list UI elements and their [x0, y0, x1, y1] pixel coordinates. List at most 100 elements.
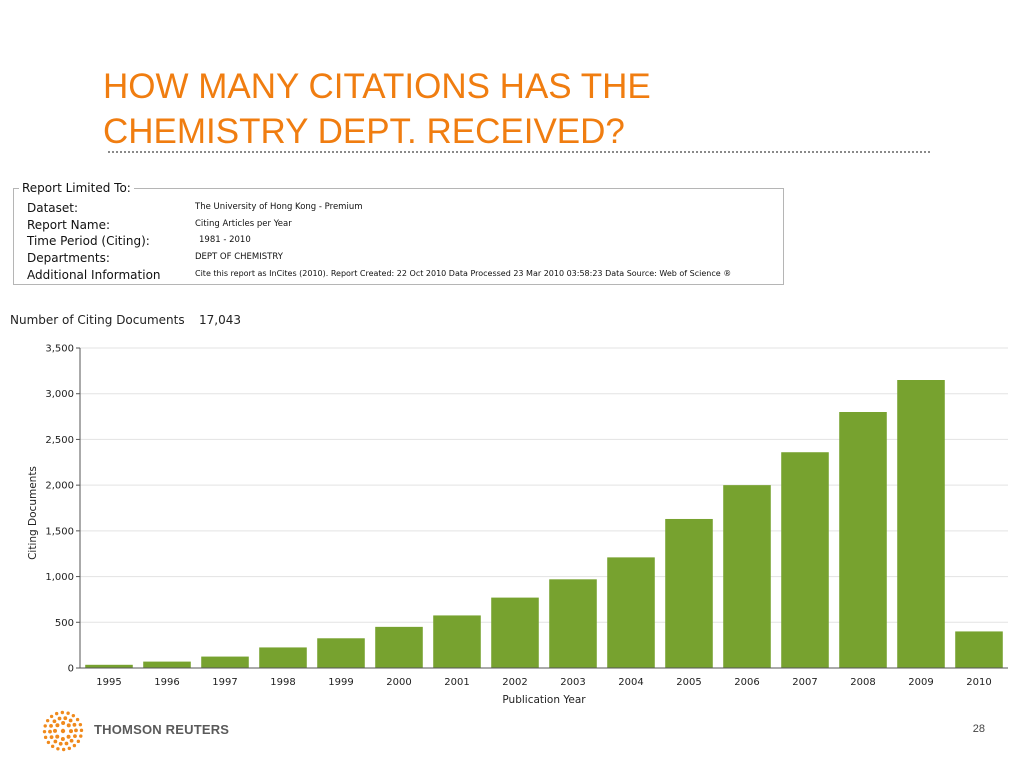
logo-dot: [66, 734, 71, 739]
slide-title-line-2: CHEMISTRY DEPT. RECEIVED?: [103, 112, 625, 151]
bar-1999: [317, 638, 365, 668]
logo-dot: [64, 741, 69, 746]
logo-dot: [69, 738, 74, 743]
logo-dot: [75, 717, 80, 722]
logo-dot: [50, 744, 55, 749]
logo-dot: [66, 711, 70, 715]
bar-2010: [955, 631, 1003, 668]
logo-dot: [53, 728, 58, 733]
y-tick-label: 3,000: [45, 389, 74, 400]
report-row-value: Citing Articles per Year: [195, 219, 292, 229]
x-tick-label: 2009: [908, 677, 933, 688]
bar-2000: [375, 626, 423, 668]
logo-dot: [68, 729, 73, 734]
x-tick-label: 2000: [386, 677, 411, 688]
report-row-additional-information: Additional Information Cite this report …: [27, 268, 787, 284]
x-tick-label: 2004: [618, 677, 643, 688]
logo-dot: [63, 716, 68, 721]
bar-2003: [549, 579, 597, 668]
logo-dot: [79, 728, 84, 733]
logo-dot: [49, 735, 54, 740]
logo-dot: [46, 740, 51, 745]
report-row-report-name: Report Name: Citing Articles per Year: [27, 218, 787, 234]
logo-dot: [57, 716, 62, 721]
bar-2005: [665, 518, 713, 668]
x-tick-label: 2003: [560, 677, 585, 688]
bar-2006: [723, 485, 771, 668]
bar-2007: [781, 452, 829, 668]
bar-2004: [607, 557, 655, 668]
report-row-time-period: Time Period (Citing): 1981 - 2010: [27, 234, 787, 250]
y-tick-label: 0: [68, 664, 74, 675]
y-tick-label: 3,500: [45, 344, 74, 355]
x-tick-label: 1996: [154, 677, 179, 688]
logo-dot: [55, 723, 60, 728]
report-row-label: Report Name:: [27, 218, 111, 232]
logo-dot: [42, 729, 47, 734]
logo-dot: [53, 739, 58, 744]
logo-dot: [56, 747, 60, 751]
x-tick-label: 2008: [850, 677, 875, 688]
y-tick-label: 2,000: [45, 481, 74, 492]
report-row-label: Dataset:: [27, 201, 79, 215]
logo-dot: [67, 746, 72, 751]
bar-2008: [839, 412, 887, 668]
logo-dot: [74, 728, 78, 733]
report-row-value: DEPT OF CHEMISTRY: [195, 252, 283, 262]
x-tick-label: 2001: [444, 677, 469, 688]
logo-dot: [54, 711, 59, 716]
bar-1996: [143, 661, 191, 668]
y-tick-label: 1,000: [45, 572, 74, 583]
chart-bars: [85, 380, 1003, 668]
bar-1998: [259, 647, 307, 668]
logo-dot: [79, 734, 83, 738]
page-number: 28: [972, 723, 985, 735]
report-box-legend: Report Limited To:: [19, 181, 134, 195]
logo-dot: [66, 723, 71, 728]
chart-labels: 0 500 1,000 1,500 2,000 2,500 3,000 3,500 1995 19…: [27, 344, 992, 707]
bar-2001: [433, 615, 481, 668]
citing-documents-bar-chart: 0 500 1,000 1,500 2,000 2,500 3,000 3,500 1995 19…: [27, 344, 1008, 707]
x-axis-title: Publication Year: [502, 694, 586, 706]
logo-dot: [55, 734, 60, 739]
report-row-label: Additional Information: [27, 268, 161, 282]
slide-title-line-1: HOW MANY CITATIONS HAS THE: [103, 67, 651, 106]
logo-dot: [58, 741, 63, 746]
x-tick-label: 1999: [328, 677, 353, 688]
y-tick-label: 500: [55, 618, 74, 629]
logo-dot: [48, 729, 52, 734]
logo-dot: [73, 734, 77, 738]
logo-dot: [45, 718, 50, 723]
x-tick-label: 1997: [212, 677, 237, 688]
logo-dot: [52, 719, 57, 724]
report-row-value: 1981 - 2010: [199, 235, 251, 245]
report-row-label: Time Period (Citing):: [27, 234, 150, 248]
footer-brand-name: THOMSON REUTERS: [94, 722, 230, 737]
x-tick-label: 2007: [792, 677, 817, 688]
title-dotted-rule: [108, 151, 930, 153]
bar-2002: [491, 597, 539, 668]
logo-dot: [71, 713, 76, 718]
logo-dot: [60, 710, 65, 715]
logo-dot: [43, 724, 47, 728]
bar-1995: [85, 664, 133, 668]
x-tick-label: 1998: [270, 677, 295, 688]
bar-2009: [897, 380, 945, 668]
report-row-dataset: Dataset: The University of Hong Kong - P…: [27, 201, 787, 217]
report-row-label: Departments:: [27, 251, 110, 265]
x-tick-label: 1995: [96, 677, 121, 688]
logo-dot: [43, 735, 48, 740]
chart-axes: [76, 347, 1008, 669]
logo-dot: [49, 724, 53, 728]
y-tick-label: 1,500: [45, 526, 74, 537]
report-row-value: Cite this report as InCites (2010). Repo…: [195, 269, 732, 278]
report-row-departments: Departments: DEPT OF CHEMISTRY: [27, 251, 787, 267]
bar-1997: [201, 656, 249, 668]
logo-dot: [78, 722, 83, 727]
x-tick-label: 2006: [734, 677, 759, 688]
logo-dot: [68, 718, 73, 723]
logo-dot: [61, 747, 66, 752]
slide-title: HOW MANY CITATIONS HAS THE CHEMISTRY DEP…: [103, 64, 903, 154]
y-axis-title: Citing Documents: [27, 466, 39, 560]
logo-dot: [49, 714, 54, 719]
